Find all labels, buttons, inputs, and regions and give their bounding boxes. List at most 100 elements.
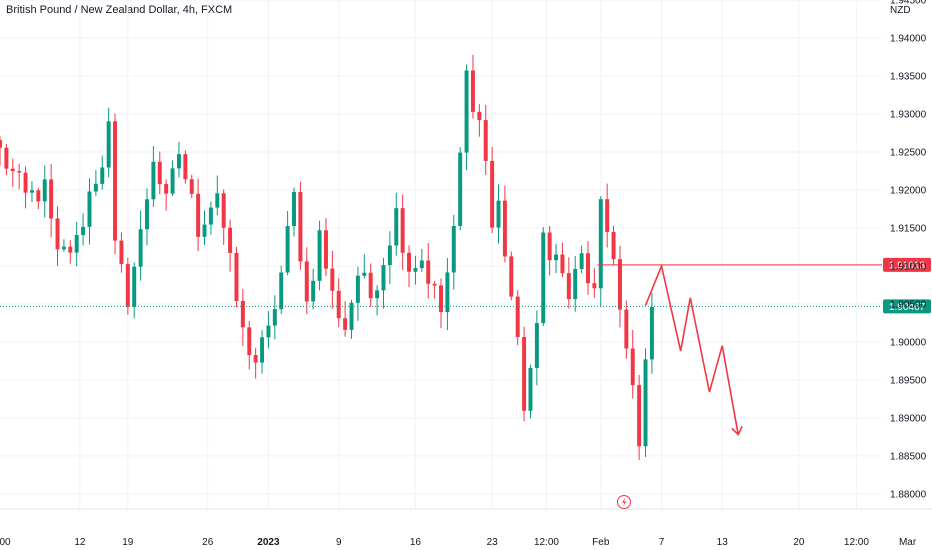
y-tick-label: 1.88000 xyxy=(890,489,927,500)
candle-body xyxy=(554,254,559,261)
candle-body xyxy=(196,193,201,237)
candle-body xyxy=(649,306,654,360)
candle-body xyxy=(55,218,60,250)
candle-body xyxy=(36,190,41,202)
candle-body xyxy=(630,348,635,386)
candle-body xyxy=(534,323,539,368)
candle-body xyxy=(151,161,156,200)
y-tick-label: 1.92500 xyxy=(890,147,927,158)
candle-body xyxy=(598,199,603,289)
candle-body xyxy=(547,232,552,261)
candle-body xyxy=(330,268,335,291)
x-tick-label: Mar xyxy=(899,537,917,548)
candle-body xyxy=(624,309,629,349)
candle-body xyxy=(355,275,360,303)
x-tick-label: 13 xyxy=(717,537,729,548)
candle-body xyxy=(202,224,207,237)
candle-body xyxy=(119,240,124,265)
candle-body xyxy=(522,337,527,411)
candle-body xyxy=(49,179,54,219)
x-axis: 00 12 19 26 2023 9 16 23 12:00 Feb 7 13 20 12:00 Mar xyxy=(0,537,917,548)
lightning-icon[interactable] xyxy=(617,495,631,509)
candle-body xyxy=(502,200,507,257)
candle-body xyxy=(445,272,450,313)
candle-body xyxy=(221,193,226,228)
candle-body xyxy=(586,253,590,284)
x-tick-label: 20 xyxy=(793,537,805,548)
candle-body xyxy=(189,179,194,194)
candle-body xyxy=(170,168,175,194)
candle-body xyxy=(17,171,22,173)
candle-body xyxy=(42,179,47,202)
candle-body xyxy=(496,200,501,228)
x-tick-label: 7 xyxy=(659,537,665,548)
candle-body xyxy=(74,235,79,253)
candle-body xyxy=(413,268,418,272)
candle-body xyxy=(375,290,380,299)
candle-body xyxy=(515,296,520,338)
candle-body xyxy=(419,260,424,269)
candle-body xyxy=(157,161,162,185)
candle-body xyxy=(349,302,354,330)
y-tick-label: 1.89500 xyxy=(890,375,927,386)
y-tick-label: 1.94000 xyxy=(890,33,927,44)
price-levels: 1.91013 1.90467 xyxy=(0,257,931,314)
grid-lines xyxy=(0,0,882,509)
candle-body xyxy=(528,367,533,411)
candle-body xyxy=(260,337,265,363)
candle-body xyxy=(573,268,578,300)
candle-body xyxy=(317,230,322,281)
candle-body xyxy=(208,207,213,225)
candle-body xyxy=(439,285,443,313)
candle-body xyxy=(266,325,271,338)
y-axis: 1.94500 1.94000 1.93500 1.93000 1.92500 1.920… xyxy=(890,0,927,500)
candle-body xyxy=(183,154,188,180)
candle-body xyxy=(298,192,303,262)
candle-body xyxy=(4,147,9,169)
candle-body xyxy=(145,199,149,230)
x-tick-label: 19 xyxy=(122,537,134,548)
candle-body xyxy=(279,272,284,310)
candle-body xyxy=(61,246,66,250)
candle-body xyxy=(138,229,143,267)
x-tick-label: 12:00 xyxy=(534,537,559,548)
candle-body xyxy=(470,70,475,112)
candle-body xyxy=(432,283,437,286)
x-tick-label: 26 xyxy=(202,537,214,548)
candle-body xyxy=(617,259,622,310)
y-tick-label: 1.93500 xyxy=(890,71,927,82)
candle-body xyxy=(247,327,252,356)
candle-body xyxy=(100,167,105,184)
x-tick-label: 2023 xyxy=(257,537,280,548)
candle-body xyxy=(509,256,514,297)
candle-body xyxy=(394,208,399,246)
candle-body xyxy=(176,154,181,169)
candle-body xyxy=(164,184,169,194)
candle-body xyxy=(125,264,130,307)
candle-body xyxy=(343,318,348,330)
candle-body xyxy=(458,152,463,226)
projection-line xyxy=(644,263,739,435)
candle-body xyxy=(311,280,316,302)
resistance-badge xyxy=(883,257,931,272)
x-tick-label: 16 xyxy=(410,537,422,548)
candle-body xyxy=(336,290,341,319)
y-tick-label: 1.90000 xyxy=(890,337,927,348)
candle-body xyxy=(215,193,220,208)
candle-body xyxy=(29,190,34,193)
candle-body xyxy=(272,309,277,326)
candle-body xyxy=(234,252,239,301)
candle-body xyxy=(113,121,118,241)
candle-body xyxy=(400,208,405,253)
candle-body xyxy=(579,253,584,269)
candle-body xyxy=(451,225,456,273)
candle-body xyxy=(93,183,98,192)
y-tick-label: 1.91500 xyxy=(890,223,927,234)
candle-body xyxy=(592,283,597,289)
candle-body xyxy=(643,359,648,447)
candle-body xyxy=(426,260,431,284)
y-tick-label: 1.94500 xyxy=(890,0,927,7)
candle-body xyxy=(490,160,495,228)
candle-body xyxy=(611,231,616,260)
